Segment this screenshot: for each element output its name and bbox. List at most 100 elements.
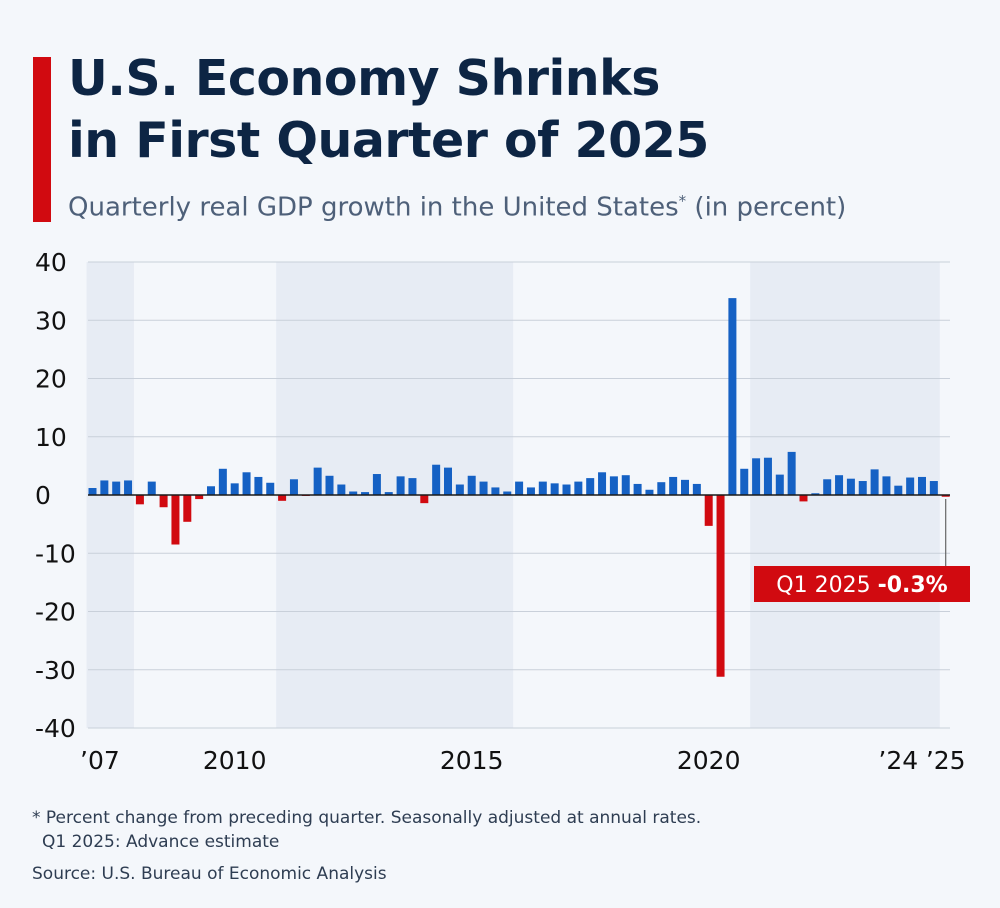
data-bar xyxy=(503,491,512,495)
data-bar xyxy=(906,477,915,495)
data-bar xyxy=(716,495,725,677)
subtitle-footnote-marker: * xyxy=(678,192,687,210)
y-tick-label: 20 xyxy=(35,365,67,394)
data-bar xyxy=(941,495,950,497)
x-tick-label: ’24 xyxy=(878,746,918,775)
data-bar xyxy=(657,482,666,495)
annotation-value: -0.3% xyxy=(878,573,948,598)
title-line-1: U.S. Economy Shrinks xyxy=(68,50,660,107)
data-bar xyxy=(195,495,204,500)
annotation-period: Q1 2025 xyxy=(776,573,877,598)
data-bar xyxy=(230,483,239,495)
data-bar xyxy=(432,464,441,495)
data-bar xyxy=(823,479,832,495)
data-bar xyxy=(372,474,381,495)
data-bar xyxy=(444,467,452,495)
footnote: * Percent change from preceding quarter.… xyxy=(32,806,701,854)
data-bar xyxy=(337,484,346,495)
footnote-line-1: * Percent change from preceding quarter.… xyxy=(32,808,702,828)
data-bar xyxy=(846,478,855,495)
data-bar xyxy=(586,478,595,495)
data-bar xyxy=(183,495,192,522)
data-bar xyxy=(218,468,227,495)
y-tick-label: -40 xyxy=(35,714,76,743)
data-bar xyxy=(763,457,772,495)
data-bar xyxy=(692,483,701,495)
chart-title: U.S. Economy Shrinks in First Quarter of… xyxy=(68,48,709,172)
source-note: Source: U.S. Bureau of Economic Analysis xyxy=(32,864,387,884)
data-bar xyxy=(681,479,689,495)
data-bar xyxy=(574,481,583,495)
data-bar xyxy=(929,481,938,495)
data-bar xyxy=(598,472,607,495)
data-bar xyxy=(349,491,358,495)
y-tick-label: 0 xyxy=(35,481,51,510)
data-bar xyxy=(289,479,298,495)
x-tick-label: ’25 xyxy=(926,746,966,775)
data-bar xyxy=(266,482,275,495)
data-bar xyxy=(894,485,903,495)
data-bar xyxy=(254,476,263,495)
data-bar xyxy=(645,489,654,495)
data-bar xyxy=(515,481,524,495)
data-bar xyxy=(835,475,844,495)
y-tick-label: -10 xyxy=(35,539,76,568)
data-bar xyxy=(787,451,796,495)
y-tick-label: 30 xyxy=(35,306,67,335)
data-bar xyxy=(396,476,405,495)
data-bar xyxy=(171,495,180,545)
data-bar xyxy=(159,495,168,508)
title-accent-bar xyxy=(33,57,51,222)
x-tick-label: 2010 xyxy=(203,746,267,775)
data-bar xyxy=(538,481,547,495)
data-bar xyxy=(135,495,144,505)
data-bar xyxy=(526,487,535,495)
annotation-label: Q1 2025 -0.3% xyxy=(776,573,947,598)
data-bar xyxy=(100,480,109,495)
data-bar xyxy=(207,486,215,495)
data-bar xyxy=(704,495,713,526)
data-bar xyxy=(147,481,156,495)
x-tick-label: ’07 xyxy=(80,746,120,775)
data-bar xyxy=(728,298,737,495)
data-bar xyxy=(811,493,820,495)
data-bar xyxy=(740,468,749,495)
data-bar xyxy=(562,484,571,495)
data-bar xyxy=(669,476,678,495)
chart-subtitle: Quarterly real GDP growth in the United … xyxy=(68,192,846,223)
annotation-box xyxy=(754,566,970,602)
x-tick-label: 2020 xyxy=(677,746,741,775)
data-bar xyxy=(361,492,370,495)
data-bar xyxy=(313,467,322,495)
data-bar xyxy=(467,475,476,495)
y-tick-label: 40 xyxy=(35,248,67,277)
data-bar xyxy=(609,476,618,495)
data-bar xyxy=(621,475,630,495)
data-bar xyxy=(775,474,784,495)
data-bar xyxy=(325,475,334,495)
y-tick-label: -20 xyxy=(35,598,76,627)
x-tick-label: 2015 xyxy=(440,746,504,775)
data-bar xyxy=(88,488,97,495)
data-bar xyxy=(242,472,251,495)
title-line-2: in First Quarter of 2025 xyxy=(68,112,709,169)
data-bar xyxy=(278,495,287,501)
data-bar xyxy=(633,483,642,495)
data-bar xyxy=(870,469,879,495)
data-bar xyxy=(384,492,393,495)
data-bar xyxy=(918,476,926,495)
data-bar xyxy=(408,478,417,495)
data-bar xyxy=(479,481,488,495)
data-bar xyxy=(799,495,808,502)
data-bar xyxy=(455,484,464,495)
data-bar xyxy=(112,481,121,495)
data-bar xyxy=(124,480,133,495)
data-bar xyxy=(858,481,867,495)
y-tick-label: 10 xyxy=(35,423,67,452)
data-bar xyxy=(491,487,500,495)
data-bar xyxy=(550,483,559,495)
footnote-line-2: Q1 2025: Advance estimate xyxy=(42,832,280,852)
y-tick-label: -30 xyxy=(35,656,76,685)
data-bar xyxy=(882,476,891,495)
